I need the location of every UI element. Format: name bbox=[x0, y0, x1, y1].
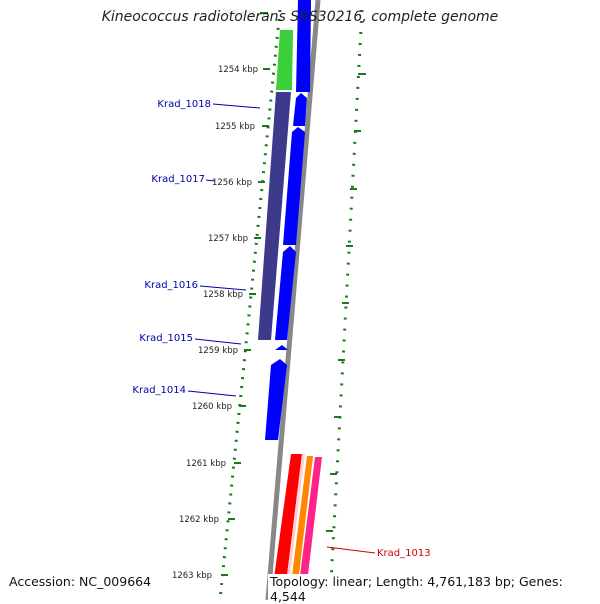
kbp-label: 1255 kbp bbox=[215, 122, 255, 132]
kbp-label: 1253 kbp bbox=[216, 9, 256, 19]
gene-label-krad1014[interactable]: Krad_1014 bbox=[132, 385, 186, 396]
kbp-label: 1258 kbp bbox=[203, 290, 243, 300]
gene-label-krad1016[interactable]: Krad_1016 bbox=[144, 280, 198, 291]
gene-arrow-krad1014[interactable] bbox=[265, 359, 287, 440]
orange-feature[interactable] bbox=[289, 456, 313, 600]
kbp-label: 1256 kbp bbox=[212, 178, 252, 188]
kbp-label: 1257 kbp bbox=[208, 234, 248, 244]
right-dotted-guide bbox=[328, 9, 364, 600]
kbp-label: 1261 kbp bbox=[186, 459, 226, 469]
kbp-label: 1259 kbp bbox=[198, 346, 238, 356]
genome-backbone bbox=[265, 0, 321, 600]
leader-krad1014 bbox=[187, 390, 237, 397]
kbp-axis: 1253 kbp 1254 kbp 1255 kbp 1256 kbp 1257… bbox=[172, 9, 270, 581]
green-feature[interactable] bbox=[276, 30, 293, 90]
kbp-label: 1263 kbp bbox=[172, 571, 212, 581]
gene-label-krad1017[interactable]: Krad_1017 bbox=[151, 174, 205, 185]
gene-arrow-krad1017[interactable] bbox=[283, 127, 305, 245]
gene-label-krad1015[interactable]: Krad_1015 bbox=[139, 333, 193, 344]
gene-arrow-krad1016[interactable] bbox=[275, 246, 296, 340]
accession-label: Accession: NC_009664 bbox=[7, 574, 154, 589]
red-feature[interactable] bbox=[271, 454, 302, 600]
white-gap bbox=[284, 454, 305, 600]
pink-feature[interactable] bbox=[297, 457, 322, 600]
leader-krad1018 bbox=[212, 103, 261, 109]
kbp-label: 1262 kbp bbox=[179, 515, 219, 525]
leader-krad1017 bbox=[205, 179, 216, 182]
gene-arrow-krad1018[interactable] bbox=[293, 93, 307, 126]
leader-krad1015 bbox=[194, 338, 242, 345]
topology-label: Topology: linear; Length: 4,761,183 bp; … bbox=[268, 574, 600, 604]
gene-arrow-top[interactable] bbox=[296, 0, 311, 92]
cds-block[interactable] bbox=[258, 92, 291, 340]
gene-arrow-krad1015[interactable] bbox=[275, 345, 288, 350]
leader-krad1013 bbox=[326, 546, 376, 554]
right-ticks bbox=[326, 73, 366, 532]
gene-label-krad1013[interactable]: Krad_1013 bbox=[377, 548, 431, 559]
map-title: Kineococcus radiotolerans SRS30216, comp… bbox=[101, 9, 499, 25]
kbp-label: 1260 kbp bbox=[192, 402, 232, 412]
gene-label-krad1018[interactable]: Krad_1018 bbox=[157, 99, 211, 110]
leader-krad1016 bbox=[199, 285, 247, 291]
kbp-label: 1254 kbp bbox=[218, 65, 258, 75]
